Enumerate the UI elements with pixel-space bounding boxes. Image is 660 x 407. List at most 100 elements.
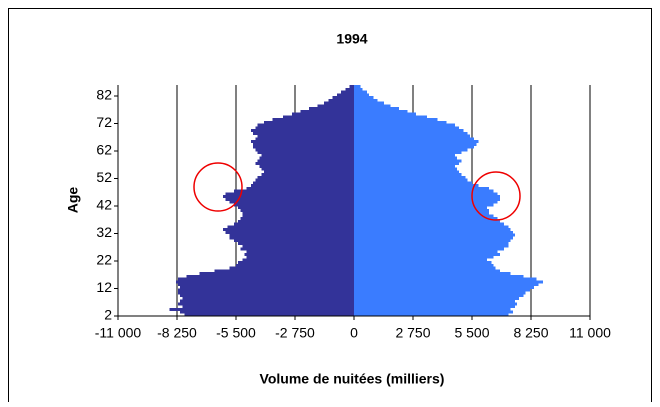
bar: [257, 175, 354, 179]
bar: [354, 291, 526, 295]
plot: -11 000 -8 250 -5 500 -2 750 0 2 750 5 500 8 25…: [95, 85, 611, 341]
bar: [257, 151, 354, 155]
bar: [261, 167, 354, 171]
x-tick-label: -5 500: [216, 325, 256, 341]
bar: [354, 200, 498, 204]
bar: [229, 236, 354, 240]
bar: [354, 258, 488, 262]
bar: [354, 296, 520, 300]
bar: [354, 148, 468, 152]
bar: [233, 189, 354, 193]
bar: [223, 195, 354, 199]
bar: [246, 186, 354, 190]
bar: [336, 93, 354, 97]
bar: [240, 247, 354, 251]
bar: [180, 310, 354, 314]
bar: [255, 178, 354, 182]
bar: [354, 156, 457, 160]
bar: [354, 140, 479, 144]
bar: [354, 252, 500, 256]
y-tick-label: 62: [96, 142, 112, 158]
bar: [229, 266, 354, 270]
bar: [354, 167, 457, 171]
bar: [354, 310, 513, 314]
bar: [242, 244, 354, 248]
bar: [354, 153, 455, 157]
bar: [178, 302, 354, 306]
y-tick-label: 2: [104, 307, 112, 323]
bar: [259, 156, 354, 160]
bar: [354, 145, 475, 149]
bar: [354, 302, 518, 306]
bar: [354, 164, 455, 168]
x-tick-label: 11 000: [569, 325, 611, 341]
bar: [354, 261, 492, 265]
bar: [354, 137, 475, 141]
bar: [354, 118, 438, 122]
bar: [354, 307, 511, 311]
y-tick-label: 12: [96, 279, 112, 295]
bar: [242, 258, 354, 262]
bar: [246, 255, 354, 259]
bar: [255, 162, 354, 166]
bar: [180, 299, 354, 303]
bar: [354, 134, 470, 138]
bar: [354, 217, 498, 221]
bar: [225, 192, 354, 196]
bar: [236, 263, 354, 267]
bar: [233, 203, 354, 207]
bar: [354, 244, 509, 248]
bar: [354, 269, 500, 273]
y-tick-label: 72: [96, 114, 112, 130]
bar: [229, 200, 354, 204]
bar: [354, 131, 468, 135]
bar: [251, 184, 354, 188]
bar: [184, 313, 354, 317]
bar: [354, 96, 374, 100]
bar: [354, 313, 509, 317]
bar: [354, 87, 363, 91]
bar: [332, 96, 354, 100]
bar: [240, 208, 354, 212]
bar: [354, 236, 513, 240]
x-tick-label: 8 250: [513, 325, 548, 341]
bar: [354, 109, 408, 113]
bar: [225, 197, 354, 201]
bar: [354, 126, 460, 130]
bar: [354, 115, 427, 119]
bar: [261, 153, 354, 157]
bar: [263, 120, 354, 124]
bar: [354, 178, 468, 182]
bar: [354, 294, 524, 298]
bar: [354, 266, 496, 270]
bar: [354, 263, 494, 267]
bar: [225, 230, 354, 234]
bar: [354, 283, 539, 287]
bar: [238, 219, 354, 223]
bar: [354, 208, 490, 212]
bar: [354, 162, 460, 166]
bar: [259, 164, 354, 168]
bar: [178, 288, 354, 292]
y-axis-label: Age: [65, 187, 81, 214]
bar: [354, 123, 455, 127]
bar: [255, 126, 354, 130]
bar: [354, 274, 524, 278]
bar: [240, 217, 354, 221]
bar: [283, 115, 354, 119]
bar: [345, 87, 354, 91]
bar: [178, 291, 354, 295]
bar: [354, 98, 378, 102]
x-tick-label: 0: [350, 325, 358, 341]
bar: [354, 247, 505, 251]
bar: [354, 250, 498, 254]
bar: [354, 211, 490, 215]
x-tick-label: 2 750: [395, 325, 430, 341]
bar: [354, 299, 515, 303]
bar: [354, 90, 367, 94]
bar: [354, 197, 500, 201]
bar: [354, 277, 537, 281]
bar: [257, 123, 354, 127]
bar: [199, 272, 354, 276]
bar: [354, 305, 515, 309]
